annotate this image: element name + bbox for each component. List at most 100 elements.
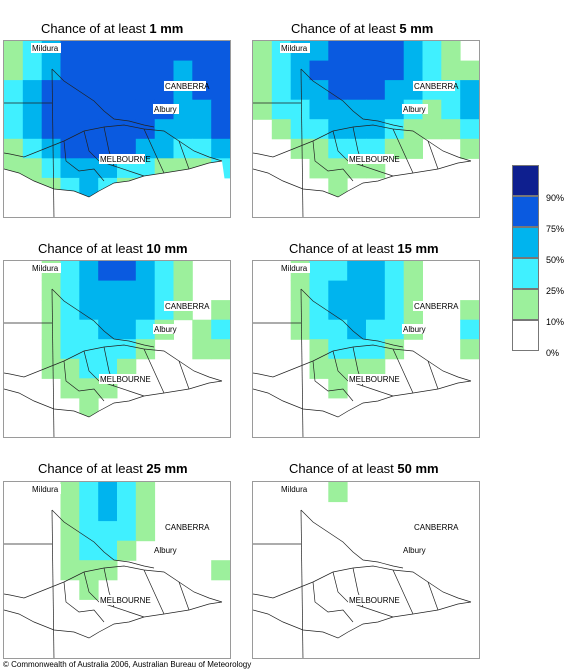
probability-cell xyxy=(460,319,479,340)
place-label-canberra: CANBERRA xyxy=(165,302,210,311)
place-label-background xyxy=(153,324,179,334)
probability-cell xyxy=(154,138,174,159)
probability-cell xyxy=(22,99,43,120)
place-label-canberra: CANBERRA xyxy=(414,523,459,532)
probability-cell xyxy=(211,138,230,159)
probability-cell xyxy=(422,119,442,140)
probability-cell xyxy=(79,261,99,282)
place-label-melbourne: MELBOURNE xyxy=(100,155,151,164)
probability-cell xyxy=(328,300,348,321)
rainfall-probability-map: Mildura CANBERRA Albury MELBOURNE xyxy=(253,482,479,658)
rainfall-probability-map: Mildura CANBERRA Albury MELBOURNE xyxy=(4,41,230,217)
probability-cell xyxy=(135,80,156,101)
probability-cell xyxy=(290,99,310,120)
probability-cell xyxy=(192,41,212,62)
rainfall-probability-map: Mildura CANBERRA Albury MELBOURNE xyxy=(4,482,230,658)
probability-cell xyxy=(384,300,405,321)
probability-cell xyxy=(60,80,80,101)
place-label-background xyxy=(413,301,455,311)
probability-cell xyxy=(441,99,461,120)
coastline xyxy=(253,380,472,418)
district-boundary xyxy=(143,128,165,174)
probability-cell xyxy=(271,119,292,140)
probability-cell xyxy=(328,138,348,159)
probability-cell xyxy=(41,119,61,140)
probability-cell xyxy=(41,280,61,301)
title-prefix: Chance of at least xyxy=(291,21,400,36)
probability-cell xyxy=(366,358,386,379)
probability-cell xyxy=(192,60,212,81)
place-label-albury: Albury xyxy=(154,325,177,334)
place-label-background xyxy=(402,545,428,555)
probability-cell xyxy=(60,482,80,503)
probability-cell xyxy=(60,339,80,360)
probability-cell xyxy=(117,280,137,301)
place-label-mildura: Mildura xyxy=(281,485,308,494)
probability-cell xyxy=(60,41,80,62)
probability-cell xyxy=(384,99,405,120)
probability-cell xyxy=(328,280,348,301)
probability-cell xyxy=(271,80,292,101)
probability-cell xyxy=(403,119,423,140)
probability-cell xyxy=(271,60,292,81)
probability-cell xyxy=(460,300,479,321)
probability-cell xyxy=(60,138,80,159)
place-label-canberra: CANBERRA xyxy=(414,82,459,91)
district-boundary xyxy=(178,140,190,170)
probability-cell xyxy=(60,99,80,120)
probability-cell xyxy=(117,138,137,159)
panel-title-50mm: Chance of at least 50 mm xyxy=(289,461,439,476)
probability-cell xyxy=(60,560,80,581)
probability-cell xyxy=(79,280,99,301)
probability-cell xyxy=(366,41,386,62)
probability-cell xyxy=(403,60,423,81)
probability-cell xyxy=(422,60,442,81)
probability-cell xyxy=(173,60,193,81)
probability-cell xyxy=(135,482,156,503)
probability-cell xyxy=(192,339,212,360)
probability-cell xyxy=(441,41,461,62)
district-boundary xyxy=(312,360,354,402)
probability-cell xyxy=(98,80,118,101)
probability-cell xyxy=(173,261,193,282)
probability-cell xyxy=(79,521,99,542)
probability-cell xyxy=(173,41,193,62)
place-label-mildura: Mildura xyxy=(32,264,59,273)
probability-cell xyxy=(98,300,118,321)
district-boundary xyxy=(427,140,439,170)
coastline xyxy=(4,601,223,639)
state-border-line xyxy=(51,288,55,437)
ocean-area xyxy=(253,602,479,658)
probability-cell xyxy=(211,99,230,120)
place-label-background xyxy=(99,374,145,384)
probability-cell xyxy=(98,99,118,120)
probability-cell xyxy=(98,60,118,81)
legend-swatch xyxy=(512,320,539,351)
probability-cell xyxy=(309,261,329,282)
district-boundary xyxy=(143,569,165,615)
place-label-background xyxy=(31,263,61,273)
place-label-melbourne: MELBOURNE xyxy=(100,596,151,605)
title-amount: 1 mm xyxy=(149,21,184,36)
probability-cell xyxy=(253,80,273,101)
probability-cell xyxy=(460,339,479,360)
probability-cell xyxy=(79,482,99,503)
probability-cell xyxy=(328,339,348,360)
title-prefix: Chance of at least xyxy=(289,461,398,476)
panel-title-15mm: Chance of at least 15 mm xyxy=(289,241,439,256)
probability-cell xyxy=(309,280,329,301)
probability-cell xyxy=(22,158,43,179)
probability-cell xyxy=(79,358,99,379)
probability-cell xyxy=(117,80,137,101)
probability-cell xyxy=(211,300,230,321)
legend-label-10: 10% xyxy=(546,317,565,327)
probability-cell xyxy=(98,540,118,561)
probability-cell xyxy=(253,99,273,120)
probability-cell xyxy=(60,119,80,140)
place-label-background xyxy=(164,81,206,91)
probability-cell xyxy=(98,521,118,542)
state-border-line xyxy=(4,565,223,603)
district-boundary xyxy=(143,348,165,394)
map-panel-10mm: Mildura CANBERRA Albury MELBOURNE xyxy=(3,260,231,438)
legend-label-50: 50% xyxy=(546,255,565,265)
